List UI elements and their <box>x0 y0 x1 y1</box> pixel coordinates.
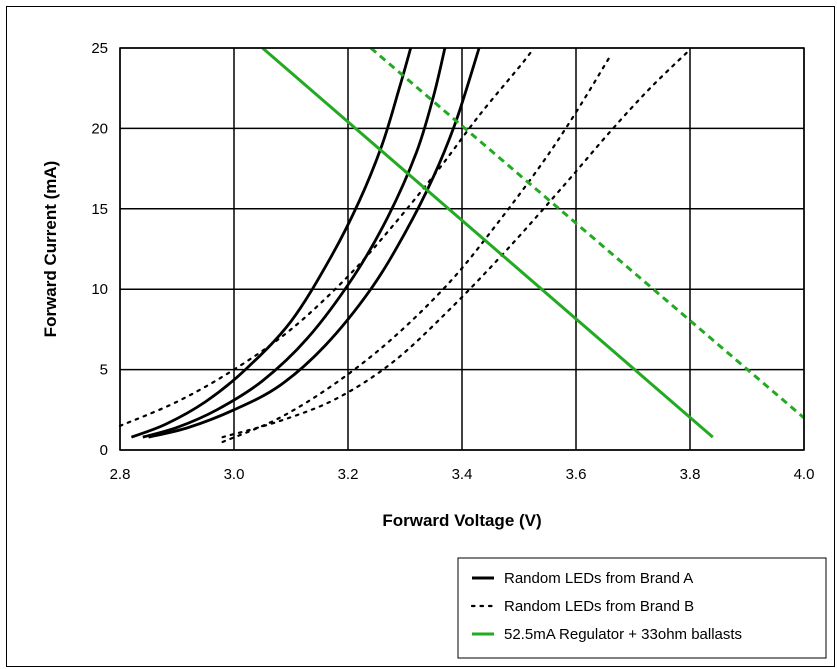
x-tick-label: 2.8 <box>110 466 131 483</box>
x-tick-label: 4.0 <box>794 466 815 483</box>
legend-label: 52.5mA Regulator + 33ohm ballasts <box>504 626 742 643</box>
series-line-1 <box>130 48 413 439</box>
legend-box <box>457 557 827 659</box>
tick-labels: 2.8 3.0 3.2 3.4 3.6 3.8 4.0 0 5 10 15 20 25 <box>91 40 814 483</box>
plot-border <box>119 47 805 451</box>
legend-label: Random LEDs from Brand B <box>504 598 694 615</box>
y-tick-label: 5 <box>100 362 108 379</box>
y-tick-label: 0 <box>100 442 108 459</box>
series-line-2 <box>142 48 447 439</box>
y-tick-label: 20 <box>91 120 108 137</box>
x-tick-label: 3.2 <box>338 466 359 483</box>
series-line-6 <box>221 48 692 439</box>
x-tick-label: 3.0 <box>224 466 245 483</box>
legend-label: Random LEDs from Brand A <box>504 570 693 587</box>
x-tick-label: 3.6 <box>566 466 587 483</box>
y-tick-label: 10 <box>91 281 108 298</box>
series-line-5 <box>221 54 612 444</box>
legend: Random LEDs from Brand A Random LEDs from… <box>457 557 827 659</box>
x-tick-label: 3.4 <box>452 466 473 483</box>
x-tick-label: 3.8 <box>680 466 701 483</box>
y-tick-label: 15 <box>91 201 108 218</box>
y-tick-label: 25 <box>91 40 108 57</box>
series-line-8 <box>369 48 804 419</box>
chart-frame <box>6 6 835 667</box>
x-axis-label: Forward Voltage (V) <box>382 511 541 530</box>
series-line-4 <box>118 51 532 427</box>
y-axis-label: Forward Current (mA) <box>41 161 60 338</box>
series-layer <box>118 48 804 444</box>
series-line-3 <box>148 48 481 439</box>
series-line-7 <box>261 48 714 439</box>
